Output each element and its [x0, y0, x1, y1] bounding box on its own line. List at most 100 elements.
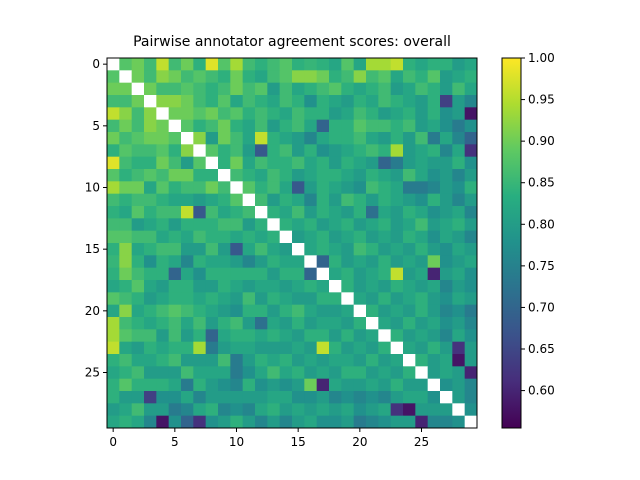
heatmap-cell — [119, 317, 133, 330]
heatmap-cell — [304, 169, 318, 182]
heatmap-cell — [464, 354, 478, 367]
heatmap-cell — [440, 132, 453, 145]
heatmap-cell — [218, 156, 231, 170]
heatmap-cell — [440, 169, 453, 182]
heatmap-cell — [156, 95, 170, 108]
heatmap-cell — [316, 391, 330, 404]
heatmap-cell — [329, 391, 342, 404]
heatmap-cell — [353, 243, 367, 256]
heatmap-cell — [452, 415, 466, 429]
heatmap-cell — [427, 255, 441, 269]
heatmap-cell — [279, 181, 293, 195]
heatmap-cell — [427, 82, 441, 96]
heatmap-cell — [366, 82, 379, 96]
heatmap-cell — [316, 329, 330, 343]
heatmap-cell — [403, 107, 416, 121]
heatmap-cell — [341, 354, 355, 367]
heatmap-cell — [218, 243, 231, 256]
heatmap-cell — [119, 378, 133, 392]
heatmap-cell — [181, 366, 194, 380]
heatmap-cell — [193, 156, 207, 170]
heatmap-cell — [267, 218, 281, 232]
heatmap-cell — [193, 354, 207, 367]
heatmap-cell — [230, 329, 244, 343]
heatmap-cell — [131, 415, 145, 429]
heatmap-cell — [304, 243, 318, 256]
colorbar-gradient — [501, 57, 522, 429]
heatmap-cell — [205, 70, 219, 84]
heatmap-cell — [452, 95, 466, 108]
heatmap-cell — [292, 341, 305, 355]
heatmap-cell — [131, 230, 145, 244]
heatmap-cell — [353, 354, 367, 367]
heatmap-cell — [452, 243, 466, 256]
heatmap-cell — [329, 366, 342, 380]
heatmap-cell — [292, 280, 305, 293]
heatmap-cell — [304, 267, 318, 281]
heatmap-cell — [267, 329, 281, 343]
heatmap-cell — [181, 107, 194, 121]
heatmap-cell — [464, 378, 478, 392]
heatmap-cell — [279, 255, 293, 269]
heatmap-cell — [452, 218, 466, 232]
heatmap-cell — [205, 267, 219, 281]
heatmap-cell — [304, 403, 318, 417]
heatmap-cell — [292, 292, 305, 306]
heatmap-cell — [403, 119, 416, 133]
heatmap-cell — [230, 403, 244, 417]
heatmap-cell — [353, 144, 367, 158]
heatmap-cell — [316, 82, 330, 96]
heatmap-cell — [390, 70, 404, 84]
heatmap-cell — [292, 70, 305, 84]
heatmap-cell — [329, 107, 342, 121]
colorbar-tick-label: 1.00 — [528, 51, 555, 65]
heatmap-cell — [168, 304, 182, 318]
heatmap-cell — [452, 292, 466, 306]
heatmap-cell — [156, 280, 170, 293]
heatmap-cell — [452, 58, 466, 71]
heatmap-cell — [230, 181, 244, 195]
heatmap-cell — [366, 403, 379, 417]
heatmap-cell — [329, 181, 342, 195]
heatmap-cell — [205, 156, 219, 170]
heatmap-cell — [242, 58, 256, 71]
heatmap-cell — [304, 181, 318, 195]
heatmap-cell — [427, 107, 441, 121]
heatmap-cell — [403, 132, 416, 145]
heatmap-cell — [205, 230, 219, 244]
heatmap-cell — [119, 156, 133, 170]
heatmap-cell — [427, 132, 441, 145]
heatmap-cell — [329, 415, 342, 429]
heatmap-cell — [279, 341, 293, 355]
heatmap-cell — [193, 218, 207, 232]
x-tick-label: 20 — [352, 435, 367, 449]
heatmap-cell — [452, 317, 466, 330]
heatmap-cell — [329, 95, 342, 108]
heatmap-cell — [353, 304, 367, 318]
heatmap-cell — [464, 58, 478, 71]
heatmap-cell — [279, 169, 293, 182]
heatmap-cell — [378, 206, 392, 219]
heatmap-cell — [205, 255, 219, 269]
heatmap-cell — [255, 119, 268, 133]
heatmap-cell — [218, 267, 231, 281]
heatmap-cell — [390, 403, 404, 417]
heatmap-cell — [440, 218, 453, 232]
heatmap-cell — [168, 280, 182, 293]
heatmap-cell — [390, 193, 404, 207]
heatmap-cell — [415, 156, 429, 170]
heatmap-cell — [168, 169, 182, 182]
heatmap-cell — [205, 341, 219, 355]
heatmap-cell — [366, 119, 379, 133]
heatmap-cell — [390, 267, 404, 281]
heatmap-cell — [304, 206, 318, 219]
heatmap-cell — [292, 181, 305, 195]
heatmap-cell — [144, 267, 157, 281]
heatmap-cell — [119, 243, 133, 256]
heatmap-cell — [181, 341, 194, 355]
heatmap-cell — [107, 280, 120, 293]
heatmap-cell — [119, 341, 133, 355]
heatmap-cell — [267, 304, 281, 318]
heatmap-cell — [279, 132, 293, 145]
heatmap-cell — [366, 292, 379, 306]
